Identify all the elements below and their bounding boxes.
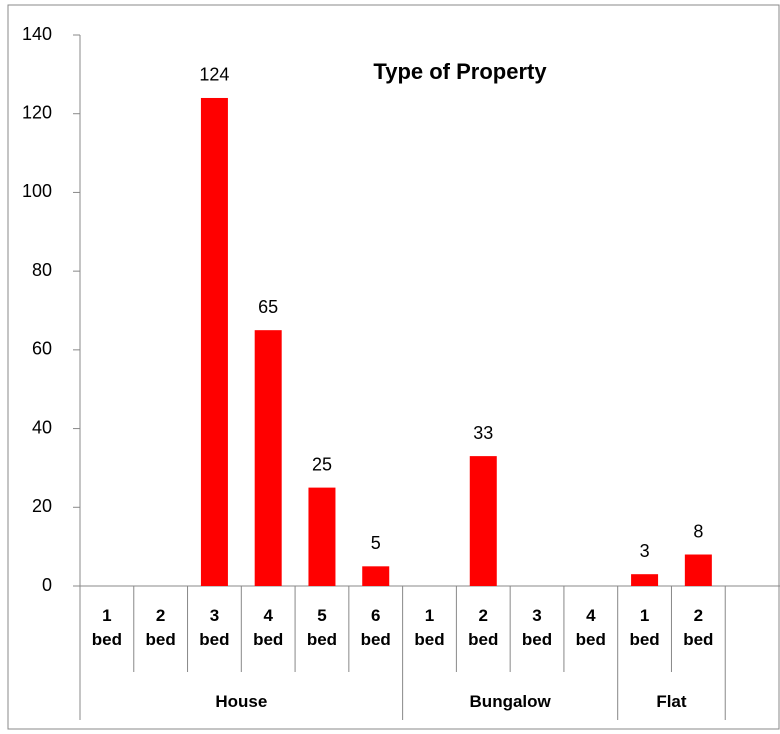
data-label: 8 <box>693 521 703 541</box>
group-label: Bungalow <box>469 692 551 711</box>
x-tick-label: 3 bed <box>521 606 553 649</box>
data-label: 5 <box>371 533 381 553</box>
bar <box>469 456 497 586</box>
data-label: 65 <box>258 297 278 317</box>
group-label: Flat <box>656 692 687 711</box>
group-label: House <box>215 692 268 711</box>
x-tick-label: 4 bed <box>253 606 284 649</box>
data-label: 25 <box>312 454 332 474</box>
y-tick-label: 60 <box>32 339 52 359</box>
bar <box>200 97 228 586</box>
x-tick-label: 1 bed <box>91 606 122 649</box>
x-tick-label: 6 bed <box>360 606 391 649</box>
y-tick-label: 80 <box>32 260 52 280</box>
y-tick-label: 0 <box>42 575 52 595</box>
bar <box>254 330 282 586</box>
chart-border <box>7 4 780 730</box>
y-tick-label: 40 <box>32 417 52 437</box>
x-tick-label: 3 bed <box>199 606 230 649</box>
bar <box>684 554 712 586</box>
bar <box>308 487 336 586</box>
x-tick-label: 2 bed <box>683 606 714 649</box>
y-tick-label: 100 <box>22 181 52 201</box>
x-tick-label: 2 bed <box>468 606 499 649</box>
x-tick-label: 5 bed <box>306 606 338 649</box>
x-tick-label: 2 bed <box>145 606 176 649</box>
data-label: 3 <box>640 541 650 561</box>
chart-title: Type of Property <box>373 59 547 84</box>
data-label: 124 <box>199 65 229 85</box>
bar <box>631 574 659 586</box>
y-tick-label: 120 <box>22 102 52 122</box>
x-tick-label: 1 bed <box>629 606 660 649</box>
bar <box>362 566 390 586</box>
data-label: 33 <box>473 423 493 443</box>
y-tick-label: 20 <box>32 496 52 516</box>
x-tick-label: 1 bed <box>414 606 445 649</box>
y-tick-label: 140 <box>22 24 52 44</box>
x-tick-label: 4 bed <box>575 606 606 649</box>
